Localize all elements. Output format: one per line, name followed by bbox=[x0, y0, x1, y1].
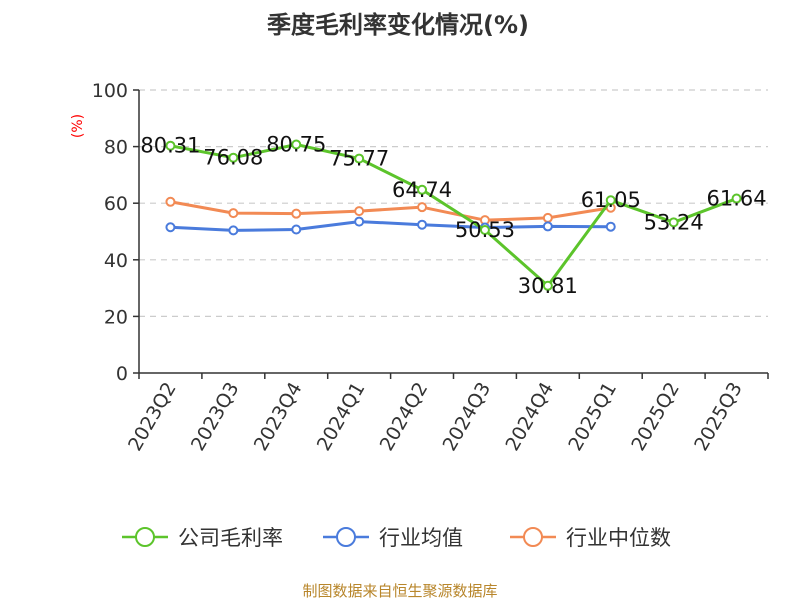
data-point bbox=[228, 225, 239, 236]
data-point bbox=[291, 139, 302, 150]
legend-item-1[interactable]: 行业均值 bbox=[323, 526, 463, 550]
x-tick-label: 2024Q1 bbox=[313, 379, 370, 455]
data-point bbox=[165, 196, 176, 207]
y-tick-label: 80 bbox=[104, 137, 128, 159]
data-point bbox=[417, 219, 428, 230]
data-point bbox=[417, 202, 428, 213]
data-point bbox=[668, 217, 679, 228]
data-point bbox=[605, 221, 616, 232]
data-point bbox=[354, 216, 365, 227]
x-tick-label: 2023Q3 bbox=[187, 379, 244, 455]
legend[interactable]: 公司毛利率 行业均值 行业中位数 bbox=[122, 526, 671, 550]
legend-label: 公司毛利率 bbox=[178, 526, 283, 550]
legend-label: 行业均值 bbox=[379, 526, 463, 550]
data-label: 30.81 bbox=[518, 274, 578, 298]
legend-label: 行业中位数 bbox=[566, 526, 671, 550]
data-point bbox=[354, 153, 365, 164]
legend-marker bbox=[523, 527, 543, 547]
x-tick-label: 2024Q4 bbox=[501, 379, 558, 455]
data-point bbox=[354, 206, 365, 217]
x-tick-label: 2023Q4 bbox=[250, 379, 307, 455]
x-tick-label: 2025Q1 bbox=[564, 379, 621, 455]
data-point bbox=[291, 224, 302, 235]
x-tick-label: 2025Q2 bbox=[627, 379, 684, 455]
series-line bbox=[170, 200, 611, 222]
data-point bbox=[228, 208, 239, 219]
x-tick-label: 2025Q3 bbox=[690, 379, 747, 455]
data-label: 80.31 bbox=[140, 134, 200, 158]
data-label: 75.77 bbox=[329, 147, 389, 171]
legend-item-2[interactable]: 行业中位数 bbox=[510, 526, 671, 550]
data-point bbox=[542, 221, 553, 232]
x-tick-label: 2024Q3 bbox=[439, 379, 496, 455]
series bbox=[165, 139, 742, 291]
data-point bbox=[228, 152, 239, 163]
y-tick-label: 40 bbox=[104, 250, 128, 272]
source-note: 制图数据来自恒生聚源数据库 bbox=[302, 582, 497, 600]
x-tick-label: 2024Q2 bbox=[376, 379, 433, 455]
data-point bbox=[417, 184, 428, 195]
chart-title: 季度毛利率变化情况(%) bbox=[267, 11, 529, 39]
data-label: 61.05 bbox=[581, 188, 641, 212]
data-label: 53.24 bbox=[644, 210, 704, 234]
data-point bbox=[165, 140, 176, 151]
data-point bbox=[542, 212, 553, 223]
data-label: 64.74 bbox=[392, 178, 452, 202]
y-tick-label: 0 bbox=[116, 363, 128, 385]
series-2 bbox=[165, 196, 616, 226]
data-label: 50.53 bbox=[455, 218, 515, 242]
data-point bbox=[479, 225, 490, 236]
legend-marker bbox=[135, 527, 155, 547]
series-0 bbox=[165, 139, 742, 291]
data-label: 80.75 bbox=[266, 132, 326, 156]
y-tick-label: 60 bbox=[104, 193, 128, 215]
legend-item-0[interactable]: 公司毛利率 bbox=[122, 526, 283, 550]
data-label: 61.64 bbox=[706, 187, 766, 211]
legend-marker bbox=[336, 527, 356, 547]
series-line bbox=[170, 220, 611, 232]
data-point bbox=[605, 195, 616, 206]
data-point bbox=[542, 280, 553, 291]
data-point bbox=[165, 222, 176, 233]
x-tick-label: 2023Q2 bbox=[124, 379, 181, 455]
y-tick-label: 20 bbox=[104, 306, 128, 328]
grid-lines bbox=[139, 89, 768, 317]
data-point bbox=[291, 208, 302, 219]
y-axis-label: (%) bbox=[70, 114, 86, 138]
data-point bbox=[731, 193, 742, 204]
data-label: 76.08 bbox=[203, 146, 263, 170]
series-line bbox=[170, 142, 738, 288]
y-tick-label: 100 bbox=[92, 80, 128, 102]
